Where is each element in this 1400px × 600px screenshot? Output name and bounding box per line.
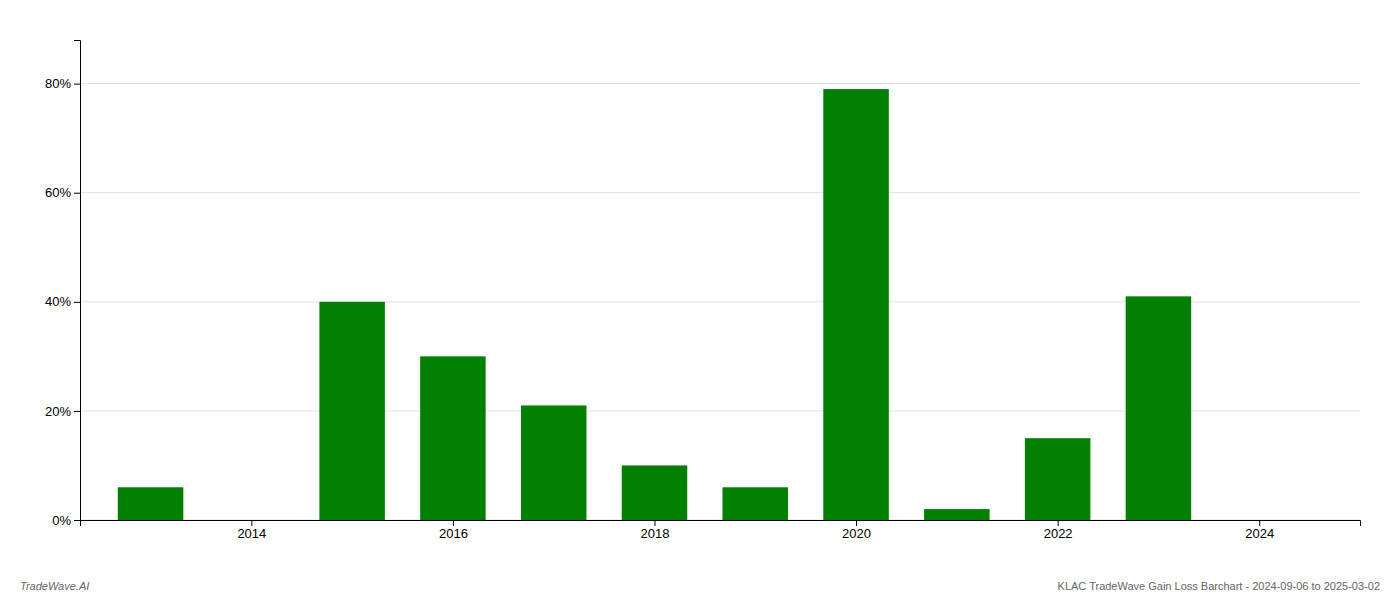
tick-mark bbox=[74, 302, 80, 303]
axis-line bbox=[81, 521, 1361, 527]
tick: 40% bbox=[45, 294, 80, 309]
tick-label: 2020 bbox=[842, 526, 871, 541]
bar bbox=[420, 356, 486, 520]
tick-mark bbox=[1058, 520, 1059, 526]
tick-mark bbox=[74, 193, 80, 194]
tick-label: 0% bbox=[52, 513, 71, 528]
tick-label: 60% bbox=[45, 185, 71, 200]
bar bbox=[823, 89, 889, 520]
tick-mark bbox=[654, 520, 655, 526]
axis-line bbox=[74, 41, 81, 521]
tick: 2022 bbox=[1044, 520, 1073, 541]
bar bbox=[622, 465, 688, 520]
y-axis: 0% 20% 40% 60% 80% bbox=[45, 41, 81, 528]
annotation: KLAC TradeWave Gain Loss Barchart - 2024… bbox=[1058, 580, 1380, 592]
tick: 20% bbox=[45, 404, 80, 419]
tick-mark bbox=[856, 520, 857, 526]
grid-line bbox=[80, 83, 1360, 84]
tick-mark bbox=[74, 520, 80, 521]
tick: 2014 bbox=[237, 520, 266, 541]
tick-mark bbox=[1259, 520, 1260, 526]
bar bbox=[118, 487, 184, 520]
tick-mark bbox=[74, 411, 80, 412]
tick-label: 2018 bbox=[641, 526, 670, 541]
tick: 2016 bbox=[439, 520, 468, 541]
tick-label: 40% bbox=[45, 294, 71, 309]
x-axis: 2014 2016 2018 2020 2022 2024 bbox=[81, 520, 1361, 541]
chart: 2014 2016 2018 2020 2022 2024 0% 20% 40% 60% 80% Tr… bbox=[0, 0, 1400, 600]
tick-mark bbox=[453, 520, 454, 526]
tick: 60% bbox=[45, 185, 80, 200]
bar bbox=[924, 509, 990, 520]
bars bbox=[118, 89, 1191, 520]
tick-label: 80% bbox=[45, 76, 71, 91]
tick: 2018 bbox=[641, 520, 670, 541]
tick-label: 20% bbox=[45, 404, 71, 419]
tick: 2024 bbox=[1245, 520, 1274, 541]
tick-mark bbox=[74, 84, 80, 85]
grid bbox=[80, 84, 1360, 520]
tick-label: 2014 bbox=[237, 526, 266, 541]
annotation: TradeWave.AI bbox=[20, 580, 89, 592]
bar bbox=[723, 487, 789, 520]
grid-line bbox=[80, 192, 1360, 193]
tick-label: 2022 bbox=[1044, 526, 1073, 541]
tick-label: 2016 bbox=[439, 526, 468, 541]
bar bbox=[1025, 438, 1091, 520]
tick: 0% bbox=[52, 513, 80, 528]
tick-mark bbox=[251, 520, 252, 526]
bar bbox=[521, 405, 587, 520]
bar bbox=[319, 302, 385, 520]
tick-label: 2024 bbox=[1245, 526, 1274, 541]
tick: 2020 bbox=[842, 520, 871, 541]
plot: 2014 2016 2018 2020 2022 2024 0% 20% 40% 60% 80% bbox=[45, 41, 1361, 542]
bar bbox=[1126, 296, 1192, 520]
tick: 80% bbox=[45, 76, 80, 91]
